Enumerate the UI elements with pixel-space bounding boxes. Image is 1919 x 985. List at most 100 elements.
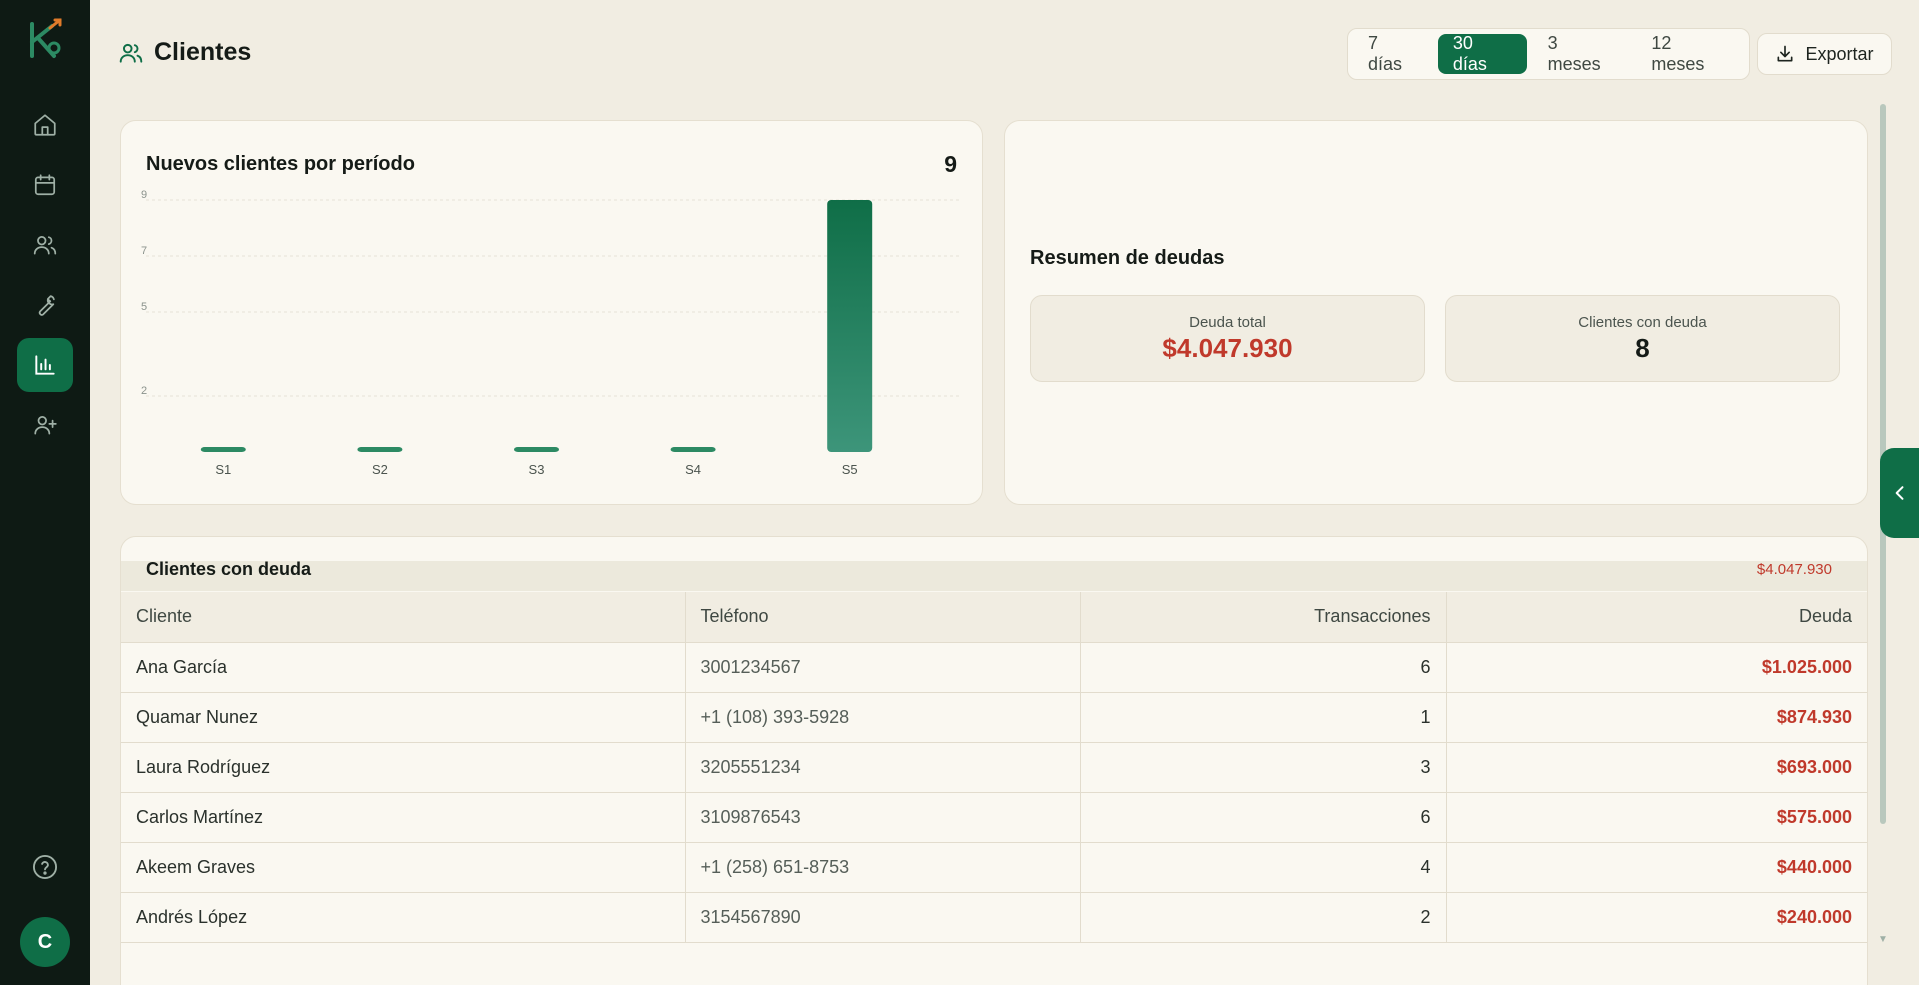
users-icon bbox=[119, 43, 143, 63]
sidebar-item-services[interactable] bbox=[17, 278, 73, 332]
transactions-cell: 6 bbox=[1080, 792, 1447, 843]
new-clients-bar-chart: 9 7 5 2 S1 S2 S3 S4 S5 bbox=[141, 189, 959, 477]
transactions-cell: 1 bbox=[1080, 692, 1447, 743]
debt-cell: $874.930 bbox=[1446, 692, 1867, 743]
help-icon[interactable] bbox=[31, 853, 59, 881]
sidebar-item-clients[interactable] bbox=[17, 218, 73, 272]
transactions-cell: 3 bbox=[1080, 742, 1447, 793]
bar-s4[interactable] bbox=[670, 447, 716, 452]
column-header-debt[interactable]: Deuda bbox=[1446, 592, 1867, 643]
y-tick-label: 2 bbox=[141, 385, 147, 397]
export-button-label: Exportar bbox=[1805, 43, 1874, 64]
x-tick-label: S1 bbox=[215, 462, 231, 477]
range-3-months-button[interactable]: 3 meses bbox=[1547, 33, 1601, 74]
y-tick-label: 5 bbox=[141, 301, 147, 313]
debt-table: Cliente Teléfono Transacciones Deuda Ana… bbox=[121, 592, 1867, 943]
table-row[interactable]: Quamar Nunez +1 (108) 393-5928 1 $874.93… bbox=[121, 692, 1867, 743]
users-icon bbox=[33, 236, 57, 255]
total-debt-value: $4.047.930 bbox=[1162, 332, 1293, 363]
table-row[interactable]: Andrés López 3154567890 2 $240.000 bbox=[121, 892, 1867, 943]
app-logo-icon[interactable] bbox=[24, 18, 66, 62]
column-header-client[interactable]: Cliente bbox=[121, 592, 686, 643]
chevron-left-icon bbox=[1895, 486, 1903, 500]
sidebar-nav bbox=[17, 98, 73, 452]
bar-s5[interactable] bbox=[827, 200, 873, 452]
clients-with-debt-label: Clientes con deuda bbox=[1578, 313, 1707, 331]
user-plus-icon bbox=[34, 416, 57, 435]
sidebar-item-calendar[interactable] bbox=[17, 158, 73, 212]
bar-s1[interactable] bbox=[200, 447, 246, 452]
x-tick-label: S3 bbox=[529, 462, 545, 477]
sidebar: C bbox=[0, 0, 90, 985]
clients-with-debt-stat: Clientes con deuda 8 bbox=[1445, 295, 1840, 382]
sidebar-bottom: C bbox=[0, 853, 90, 967]
home-icon bbox=[34, 114, 56, 136]
scroll-down-arrow-icon[interactable]: ▼ bbox=[1878, 934, 1888, 945]
date-range-selector: 7 días 30 días 3 meses 12 meses bbox=[1347, 28, 1750, 80]
client-name-cell: Ana García bbox=[121, 642, 686, 693]
sidebar-item-add-user[interactable] bbox=[17, 398, 73, 452]
sidebar-item-home[interactable] bbox=[17, 98, 73, 152]
bar-s2[interactable] bbox=[357, 447, 403, 452]
transactions-cell: 6 bbox=[1080, 642, 1447, 693]
client-name-cell: Carlos Martínez bbox=[121, 792, 686, 843]
table-row[interactable]: Ana García 3001234567 6 $1.025.000 bbox=[121, 642, 1867, 693]
page-title-text: Clientes bbox=[154, 38, 252, 66]
y-tick-label: 7 bbox=[141, 245, 147, 257]
page-header: Clientes 7 días 30 días 3 meses 12 meses… bbox=[90, 0, 1919, 108]
x-tick-label: S4 bbox=[685, 462, 701, 477]
calendar-icon bbox=[34, 174, 56, 196]
debt-table-title: Clientes con deuda bbox=[146, 559, 312, 579]
sidebar-item-reports[interactable] bbox=[17, 338, 73, 392]
client-name-cell: Akeem Graves bbox=[121, 842, 686, 893]
debt-table-sum: $4.047.930 bbox=[1756, 561, 1832, 578]
phone-cell: 3154567890 bbox=[685, 892, 1081, 943]
debt-cell: $240.000 bbox=[1446, 892, 1867, 943]
export-button[interactable]: Exportar bbox=[1757, 33, 1892, 75]
clients-with-debt-value: 8 bbox=[1635, 332, 1650, 363]
table-row[interactable]: Laura Rodríguez 3205551234 3 $693.000 bbox=[121, 742, 1867, 793]
bar-chart-icon bbox=[35, 355, 55, 375]
x-tick-label: S2 bbox=[372, 462, 388, 477]
y-tick-label: 9 bbox=[141, 189, 147, 201]
phone-cell: 3205551234 bbox=[685, 742, 1081, 793]
wrench-icon bbox=[38, 295, 55, 316]
transactions-cell: 4 bbox=[1080, 842, 1447, 893]
table-header-row: Cliente Teléfono Transacciones Deuda bbox=[121, 592, 1867, 643]
chart-total: 9 bbox=[944, 151, 957, 177]
client-name-cell: Andrés López bbox=[121, 892, 686, 943]
download-icon bbox=[1777, 45, 1793, 62]
x-tick-label: S5 bbox=[842, 462, 858, 477]
phone-cell: +1 (258) 651-8753 bbox=[685, 842, 1081, 893]
bar-s3[interactable] bbox=[514, 447, 559, 452]
new-clients-chart-card: Nuevos clientes por período 9 9 7 5 2 S1 S2 S3… bbox=[120, 120, 983, 505]
phone-cell: 3001234567 bbox=[685, 642, 1081, 693]
column-header-transactions[interactable]: Transacciones bbox=[1080, 592, 1447, 643]
page-title: Clientes bbox=[118, 38, 251, 67]
debt-summary-title: Resumen de deudas bbox=[1030, 247, 1225, 269]
total-debt-stat: Deuda total $4.047.930 bbox=[1030, 295, 1425, 382]
side-panel-toggle[interactable] bbox=[1880, 448, 1919, 538]
phone-cell: +1 (108) 393-5928 bbox=[685, 692, 1081, 743]
range-12-months-button[interactable]: 12 meses bbox=[1651, 33, 1705, 74]
debt-cell: $575.000 bbox=[1446, 792, 1867, 843]
debt-cell: $440.000 bbox=[1446, 842, 1867, 893]
debt-table-card: Clientes con deuda $4.047.930 Cliente Te… bbox=[120, 536, 1868, 985]
table-card-header-band bbox=[121, 561, 1867, 591]
table-row[interactable]: Carlos Martínez 3109876543 6 $575.000 bbox=[121, 792, 1867, 843]
column-header-phone[interactable]: Teléfono bbox=[685, 592, 1081, 643]
transactions-cell: 2 bbox=[1080, 892, 1447, 943]
table-row[interactable]: Akeem Graves +1 (258) 651-8753 4 $440.00… bbox=[121, 842, 1867, 893]
client-name-cell: Quamar Nunez bbox=[121, 692, 686, 743]
client-name-cell: Laura Rodríguez bbox=[121, 742, 686, 793]
range-30-days-button[interactable]: 30 días bbox=[1437, 33, 1527, 74]
debt-cell: $1.025.000 bbox=[1446, 642, 1867, 693]
avatar[interactable]: C bbox=[20, 917, 70, 967]
debt-summary-card: Resumen de deudas Deuda total $4.047.930… bbox=[1004, 120, 1868, 505]
phone-cell: 3109876543 bbox=[685, 792, 1081, 843]
chart-title: Nuevos clientes por período bbox=[146, 153, 415, 175]
debt-table-body: Ana García 3001234567 6 $1.025.000 Quama… bbox=[121, 642, 1867, 943]
range-7-days-button[interactable]: 7 días bbox=[1368, 33, 1403, 74]
debt-cell: $693.000 bbox=[1446, 742, 1867, 793]
total-debt-label: Deuda total bbox=[1189, 313, 1266, 331]
